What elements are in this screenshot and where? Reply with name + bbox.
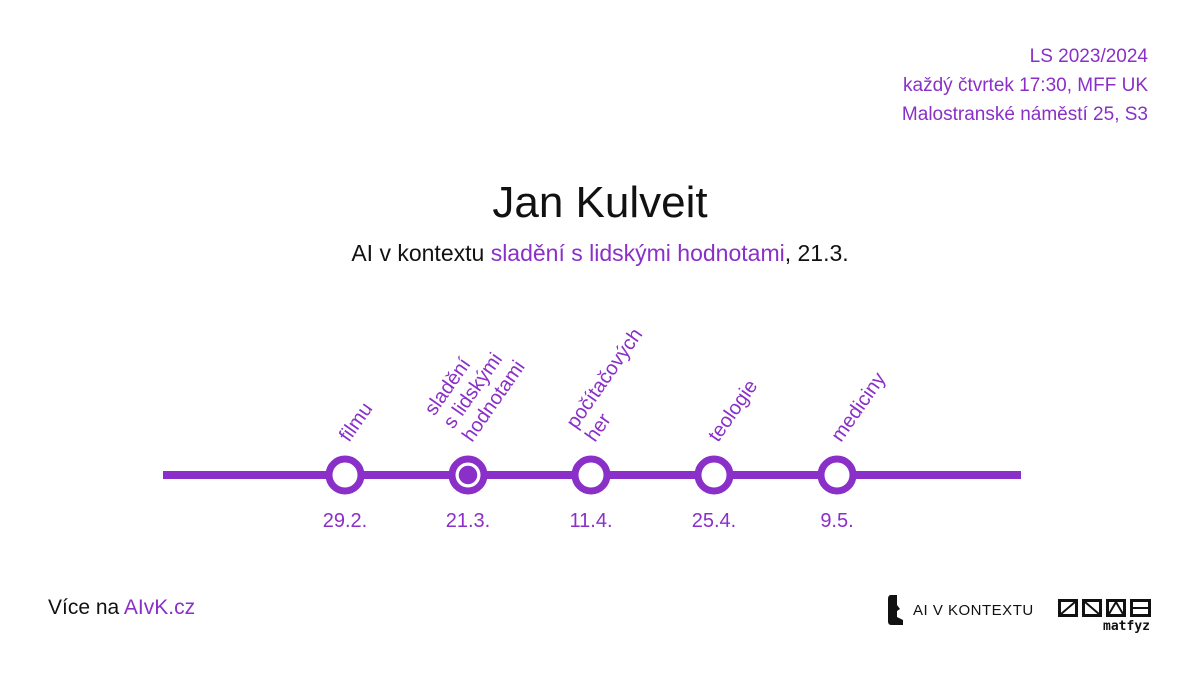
speaker-name: Jan Kulveit — [492, 178, 708, 227]
timeline-date: 11.4. — [570, 510, 613, 532]
matfyz-logo-icon — [1058, 599, 1151, 617]
timeline-event: 21.3. sladěnís lidskýmihodnotami — [420, 330, 529, 532]
timeline-topic: mediciny — [827, 369, 890, 446]
timeline-node — [571, 455, 611, 495]
more-info: Více na AIvK.cz — [48, 596, 195, 620]
schedule: každý čtvrtek 17:30, MFF UK — [903, 75, 1148, 96]
timeline-date: 25.4. — [692, 510, 736, 532]
timeline-node — [694, 455, 734, 495]
timeline-topic-line: mediciny — [827, 369, 890, 446]
timeline-event: 29.2. filmu — [323, 399, 378, 532]
timeline-topic-line: filmu — [335, 399, 377, 446]
timeline-node-current-marker — [457, 464, 479, 486]
matfyz-logo: matfyz — [1058, 599, 1152, 634]
more-prefix: Více na — [48, 596, 124, 619]
timeline-date: 9.5. — [820, 510, 853, 532]
timeline-node — [817, 455, 857, 495]
talk-subtitle: AI v kontextu sladění s lidskými hodnota… — [0, 240, 1200, 267]
aivk-link[interactable]: AIvK.cz — [123, 596, 196, 619]
venue: Malostranské náměstí 25, S3 — [901, 104, 1148, 125]
subtitle-topic: sladění s lidskými hodnotami — [490, 240, 785, 266]
aivk-head-logo-icon — [888, 595, 903, 625]
timeline-topic: sladěnís lidskýmihodnotami — [420, 330, 529, 446]
timeline-topic: teologie — [704, 376, 762, 446]
matfyz-logo-text: matfyz — [1103, 619, 1150, 634]
aivk-logo: AI V KONTEXTU — [885, 593, 1034, 627]
timeline-event: 9.5. mediciny — [817, 369, 890, 532]
timeline-topic-line: teologie — [704, 376, 762, 446]
timeline: 29.2. filmu 21.3. sladěnís lidskýmihodnotam… — [163, 324, 1021, 532]
timeline-node — [325, 455, 365, 495]
timeline-topic: filmu — [335, 399, 377, 446]
semester: LS 2023/2024 — [1029, 46, 1148, 67]
timeline-event: 11.4. počítačovýchher — [562, 324, 666, 532]
subtitle-suffix: , 21.3. — [784, 240, 849, 266]
timeline-date: 21.3. — [446, 510, 490, 532]
timeline-event: 25.4. teologie — [692, 376, 763, 532]
timeline-date: 29.2. — [323, 510, 367, 532]
timeline-topic: počítačovýchher — [562, 324, 666, 445]
subtitle-prefix: AI v kontextu — [351, 240, 491, 266]
aivk-logo-text: AI V KONTEXTU — [913, 601, 1034, 619]
timeline-events: 29.2. filmu 21.3. sladěnís lidskýmihodnotam… — [323, 324, 891, 532]
event-info: LS 2023/2024 každý čtvrtek 17:30, MFF UK… — [902, 42, 1148, 129]
